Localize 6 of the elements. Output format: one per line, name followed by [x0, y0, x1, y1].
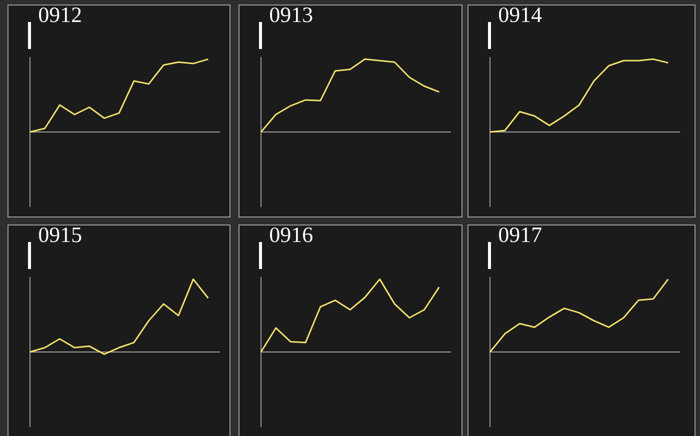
chart-title: 0915 [39, 227, 82, 242]
chart-title: 0917 [499, 227, 542, 242]
chart-title: 0913 [270, 7, 312, 22]
chart-title: 0916 [270, 227, 312, 242]
chart-title: 0914 [499, 7, 542, 22]
chart-title: 0912 [39, 7, 81, 22]
